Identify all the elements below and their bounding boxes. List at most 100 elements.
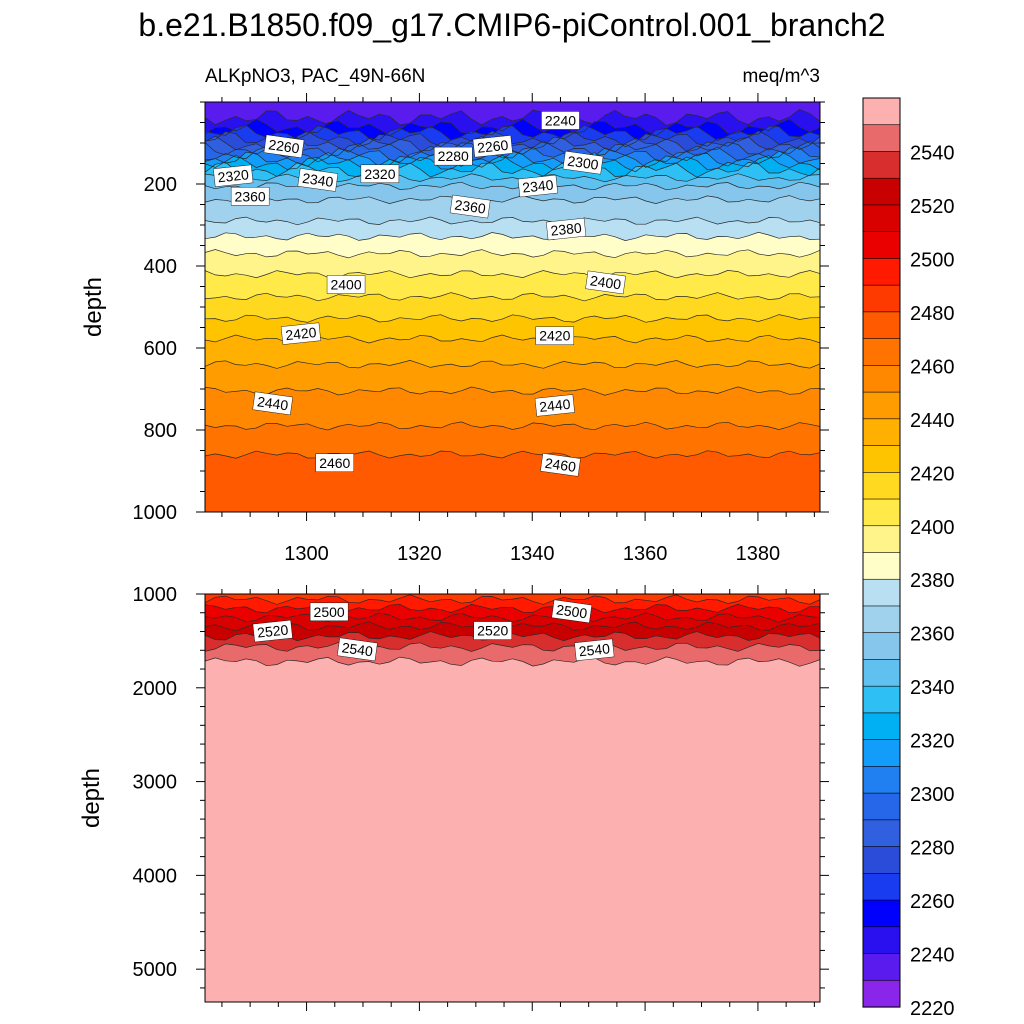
colorbar-swatch xyxy=(862,659,901,687)
lower-panel: 2500 2500 2520 2520 2540 2540 1000 2000 3000 4000… xyxy=(78,584,829,1011)
y-axis-label: depth xyxy=(78,768,105,828)
contour-line xyxy=(205,612,820,623)
svg-text:2460: 2460 xyxy=(319,455,350,471)
contour-line xyxy=(205,656,820,667)
contour-label: 2520 xyxy=(252,619,293,643)
colorbar-swatch xyxy=(862,445,901,473)
colorbar-swatch xyxy=(862,365,901,393)
contour-label: 2340 xyxy=(297,168,339,192)
y-tick-label: 5000 xyxy=(133,959,178,981)
contour-label: 2240 xyxy=(541,111,580,130)
svg-text:2320: 2320 xyxy=(217,166,250,185)
x-tick-label: 1300 xyxy=(284,543,329,565)
contour-line xyxy=(205,631,820,642)
svg-text:2400: 2400 xyxy=(330,276,361,292)
y-tick-label: 3000 xyxy=(133,772,178,794)
colorbar-tick-label: 2260 xyxy=(910,891,955,913)
y-tick-label: 600 xyxy=(144,338,177,360)
y-tick-label: 1000 xyxy=(133,584,178,606)
colorbar-tick-label: 2400 xyxy=(910,517,955,539)
colorbar-tick-label: 2420 xyxy=(910,463,955,485)
y-tick-label: 400 xyxy=(144,256,177,278)
colorbar-swatch xyxy=(862,231,901,260)
y-tick-label: 200 xyxy=(144,174,177,196)
colorbar-swatch xyxy=(862,97,901,126)
colorbar-tick-label: 2300 xyxy=(910,784,955,806)
contour-line xyxy=(205,154,820,173)
colorbar-swatch xyxy=(862,766,901,794)
colorbar-swatch xyxy=(862,739,901,767)
svg-text:2340: 2340 xyxy=(522,176,555,195)
subtitle-right: meq/m^3 xyxy=(742,66,820,87)
colorbar-tick-label: 2440 xyxy=(910,410,955,432)
contour-line xyxy=(205,130,820,148)
colorbar-swatch xyxy=(862,204,901,233)
svg-text:2500: 2500 xyxy=(555,601,588,621)
colorbar-tick-label: 2320 xyxy=(910,731,955,753)
contour-line xyxy=(205,603,820,614)
contour-label: 2540 xyxy=(337,637,378,662)
svg-text:2260: 2260 xyxy=(267,136,300,156)
colorbar-tick-label: 2240 xyxy=(910,945,955,967)
colorbar-swatch xyxy=(862,338,901,366)
contour-label: 2400 xyxy=(585,270,626,295)
colorbar-tick-label: 2480 xyxy=(910,303,955,325)
colorbar-swatch xyxy=(862,525,901,554)
svg-text:2260: 2260 xyxy=(476,137,509,156)
svg-text:2540: 2540 xyxy=(578,640,611,659)
colorbar-tick-label: 2380 xyxy=(910,570,955,592)
y-tick-label: 4000 xyxy=(133,865,178,887)
contour-line xyxy=(205,118,820,137)
svg-text:2380: 2380 xyxy=(550,219,583,238)
contour-band xyxy=(205,656,820,1002)
svg-text:2520: 2520 xyxy=(256,621,289,640)
colorbar-tick-label: 2520 xyxy=(910,196,955,218)
contour-line xyxy=(205,146,820,163)
contour-line xyxy=(205,594,820,605)
svg-text:2340: 2340 xyxy=(301,170,334,190)
subtitle-left: ALKpNO3, PAC_49N-66N xyxy=(205,66,425,87)
svg-text:2440: 2440 xyxy=(538,396,571,415)
colorbar-swatch xyxy=(862,819,901,848)
colorbar-tick-label: 2340 xyxy=(910,677,955,699)
contour-line xyxy=(205,642,820,652)
contour-label: 2300 xyxy=(562,150,604,175)
contour-line xyxy=(205,292,820,302)
colorbar-swatch xyxy=(862,311,901,340)
contour-label: 2360 xyxy=(230,187,270,206)
x-tick-label: 1320 xyxy=(397,543,442,565)
colorbar-tick-label: 2500 xyxy=(910,249,955,271)
colorbar: 2540 2520 2500 2480 2460 2440 2420 2400 2380 2360… xyxy=(862,97,955,1020)
contour-line xyxy=(205,124,820,141)
contour-line xyxy=(205,386,820,396)
svg-text:2360: 2360 xyxy=(235,188,266,204)
colorbar-swatch xyxy=(862,873,901,901)
contour-label: 2460 xyxy=(540,453,581,477)
contour-line xyxy=(205,421,820,431)
contour-label: 2420 xyxy=(535,326,575,345)
contour-line xyxy=(205,161,820,178)
contour-label: 2500 xyxy=(309,602,349,622)
contour-line xyxy=(205,450,820,459)
contour-line xyxy=(205,249,820,259)
x-tick-label: 1380 xyxy=(736,543,781,565)
contour-label: 2440 xyxy=(534,394,575,417)
contour-line xyxy=(205,216,820,226)
svg-text:2540: 2540 xyxy=(341,639,374,659)
contour-line xyxy=(205,621,820,632)
x-tick-label: 1360 xyxy=(623,543,668,565)
y-axis-label: depth xyxy=(80,277,107,337)
colorbar-swatch xyxy=(862,578,901,607)
contour-label: 2320 xyxy=(360,164,400,183)
colorbar-tick-label: 2460 xyxy=(910,356,955,378)
x-tick-label: 1340 xyxy=(510,543,555,565)
colorbar-swatch xyxy=(862,284,901,313)
colorbar-swatch xyxy=(862,418,901,447)
contour-line xyxy=(205,270,820,279)
colorbar-swatch xyxy=(862,498,901,527)
colorbar-tick-label: 2540 xyxy=(910,142,955,164)
svg-text:2300: 2300 xyxy=(566,153,599,173)
contour-line xyxy=(205,360,820,369)
contour-fill-bands xyxy=(205,102,820,512)
